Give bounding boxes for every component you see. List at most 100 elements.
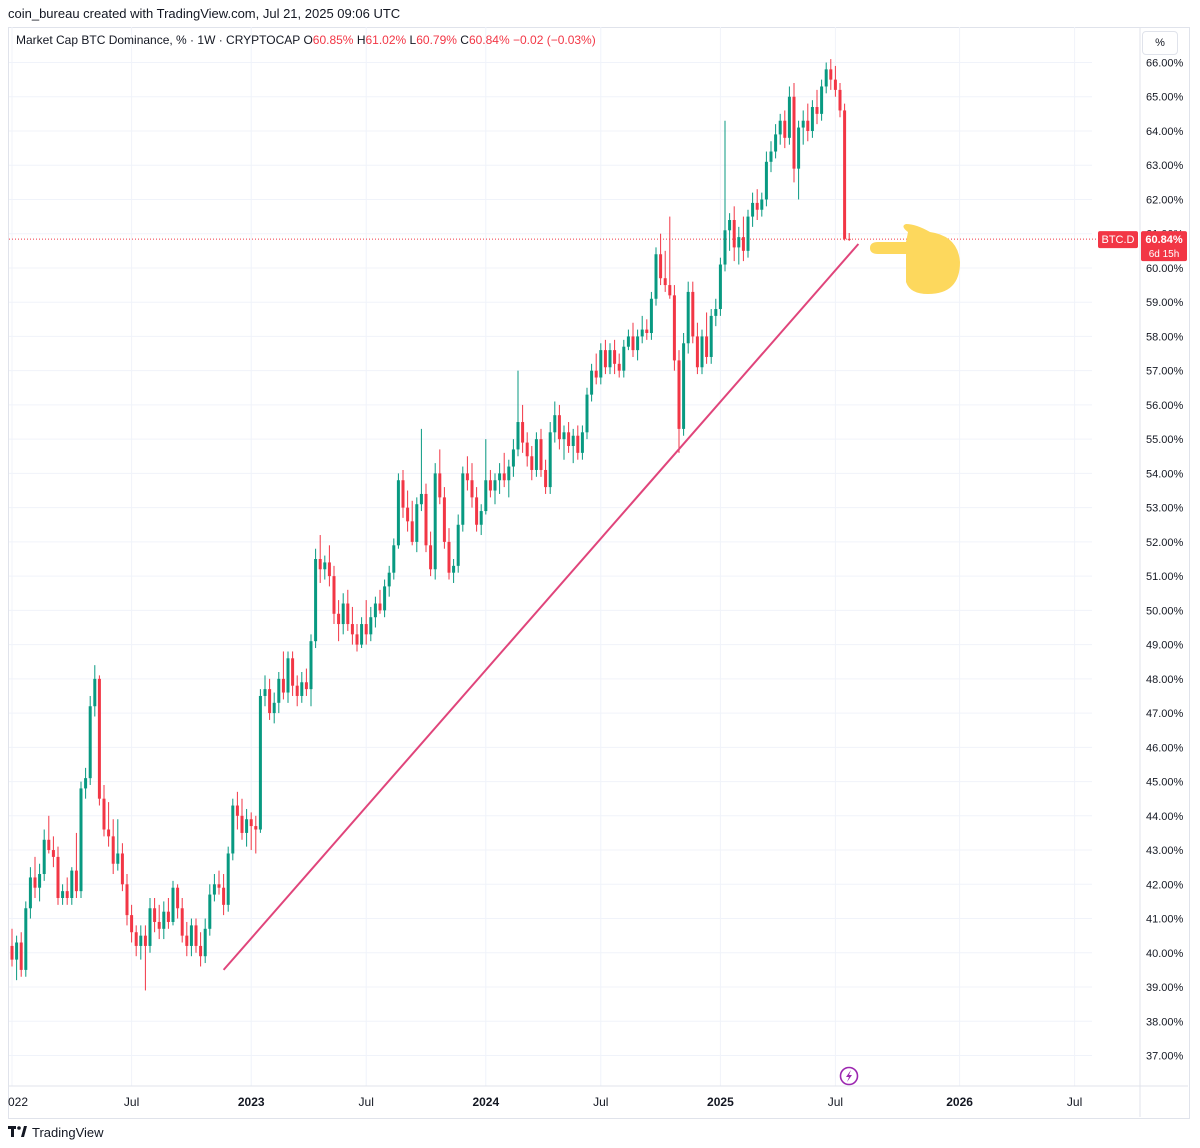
candle-body	[240, 815, 244, 833]
candle-body	[672, 295, 676, 361]
x-tick-label: 2023	[238, 1095, 265, 1109]
candle-body	[369, 617, 373, 635]
y-tick-label: 41.00%	[1146, 914, 1184, 926]
candle-body	[79, 788, 83, 892]
candle-body	[617, 363, 621, 371]
candle-body	[465, 473, 469, 481]
candle-body	[792, 96, 796, 169]
x-tick-label: 022	[8, 1095, 28, 1109]
candle-body	[516, 422, 520, 450]
candle-body	[539, 439, 543, 470]
candle-body	[360, 624, 364, 645]
candle-body	[93, 678, 97, 707]
y-tick-label: 58.00%	[1146, 331, 1184, 343]
candle-body	[134, 932, 138, 946]
candle-body	[107, 829, 111, 837]
y-tick-label: 37.00%	[1146, 1051, 1184, 1063]
candle-body	[120, 853, 124, 885]
candle-body	[65, 891, 69, 898]
candle-body	[764, 161, 768, 200]
candle-body	[580, 432, 584, 453]
y-tick-label: 64.00%	[1146, 126, 1184, 138]
candle-body	[493, 480, 497, 491]
candle-body	[263, 689, 267, 696]
candle-body	[217, 884, 221, 888]
candle-body	[705, 336, 709, 357]
y-tick-label: 60.00%	[1146, 263, 1184, 275]
symbol-price-tag	[1098, 231, 1138, 249]
candle-body	[70, 870, 74, 898]
candle-body	[42, 839, 46, 875]
candle-body	[636, 336, 640, 351]
candle-body	[718, 264, 722, 310]
candle-body	[746, 216, 750, 251]
candle-body	[571, 435, 575, 447]
candle-body	[28, 877, 32, 909]
candle-body	[498, 473, 502, 481]
last-price-value: 60.84%	[1145, 234, 1183, 246]
y-tick-label: 62.00%	[1146, 194, 1184, 206]
candle-body	[143, 935, 147, 946]
candle-body	[695, 336, 699, 368]
candle-body	[295, 685, 299, 696]
candle-body	[691, 291, 695, 337]
candle-body	[682, 343, 686, 429]
y-tick-label: 44.00%	[1146, 811, 1184, 823]
footer-brand: TradingView	[32, 1124, 104, 1140]
candle-body	[787, 96, 791, 138]
symbol-legend: Market Cap BTC Dominance, % · 1W · CRYPT…	[16, 33, 596, 47]
candle-body	[751, 202, 755, 217]
candle-body	[562, 432, 566, 440]
candle-body	[488, 480, 492, 491]
candle-body	[10, 945, 14, 960]
lightning-bolt-icon[interactable]	[839, 1066, 859, 1086]
candle-body	[304, 682, 308, 690]
candle-body	[341, 603, 345, 625]
bar-countdown: 6d 15h	[1149, 249, 1180, 260]
candle-body	[654, 254, 658, 299]
candle-body	[833, 79, 837, 90]
candle-body	[249, 819, 253, 827]
candle-body	[649, 298, 653, 334]
candle-body	[235, 805, 239, 816]
candle-body	[484, 480, 488, 512]
y-tick-label: 48.00%	[1146, 674, 1184, 686]
candle-body	[314, 559, 318, 642]
candle-body	[415, 504, 419, 542]
candle-body	[783, 120, 787, 138]
candle-body	[148, 908, 152, 946]
ohlc-open-value: 60.85%	[312, 33, 354, 47]
candle-body	[613, 350, 617, 364]
candle-body	[396, 480, 400, 546]
candle-body	[387, 572, 391, 587]
ohlc-change: −0.02 (−0.03%)	[513, 33, 596, 47]
candle-body	[392, 545, 396, 573]
candle-body	[281, 678, 285, 693]
candle-body	[56, 856, 60, 898]
candle-body	[429, 545, 433, 570]
candle-body	[38, 874, 42, 888]
candle-body	[599, 350, 603, 378]
candle-body	[507, 466, 511, 481]
candle-body	[268, 689, 272, 714]
y-tick-label: 59.00%	[1146, 297, 1184, 309]
candle-body	[61, 891, 65, 898]
candle-body	[640, 329, 644, 337]
candle-body	[631, 336, 635, 351]
candle-body	[741, 237, 745, 251]
candle-body	[337, 613, 341, 625]
candle-body	[585, 394, 589, 433]
candle-body	[291, 658, 295, 686]
candle-body	[19, 942, 23, 970]
y-tick-label: 40.00%	[1146, 948, 1184, 960]
candle-body	[176, 887, 180, 909]
candle-body	[180, 908, 184, 936]
candle-body	[709, 315, 713, 357]
candle-body	[544, 469, 548, 488]
candle-body	[847, 238, 851, 240]
percent-scale-button[interactable]: %	[1142, 31, 1178, 55]
candle-body	[327, 562, 331, 577]
candle-body	[318, 559, 322, 570]
candle-body	[732, 220, 736, 248]
